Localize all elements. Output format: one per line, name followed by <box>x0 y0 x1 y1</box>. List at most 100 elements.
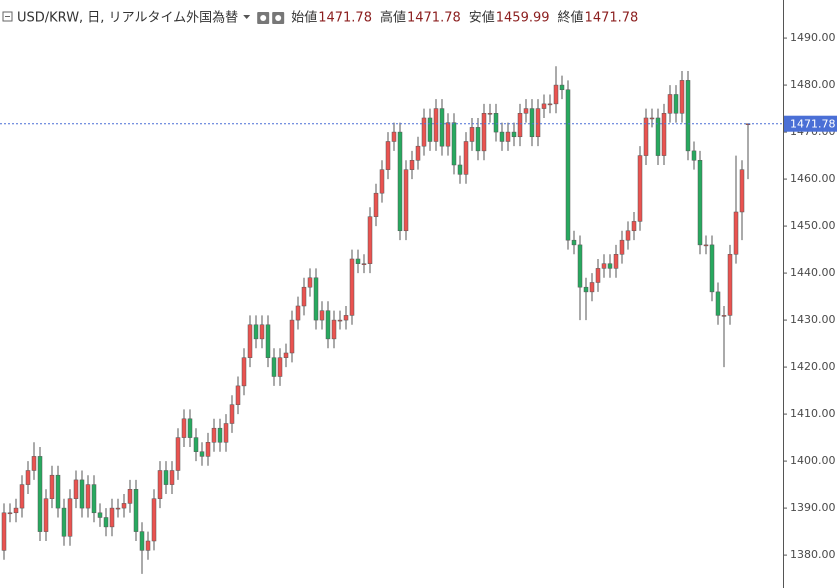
y-tick-label: 1430.00 <box>790 313 836 326</box>
candle-body <box>55 474 61 509</box>
candle-body <box>67 498 73 537</box>
ohlc-value: 1471.78 <box>585 11 639 26</box>
ohlc-value: 1471.78 <box>318 11 372 26</box>
candle-body <box>61 507 67 537</box>
dropdown-arrow[interactable] <box>243 15 251 19</box>
candle-body <box>499 131 505 142</box>
y-tick-label: 1410.00 <box>790 407 836 420</box>
candle-body <box>163 470 169 485</box>
candle-body <box>679 80 685 114</box>
candle-body <box>373 192 379 217</box>
candle-body <box>535 108 541 138</box>
candle-body <box>487 113 493 115</box>
ohlc-label: 安値 <box>469 10 495 26</box>
ohlc-label: 始値 <box>291 10 317 26</box>
candle-body <box>391 131 397 142</box>
candle-body <box>127 489 133 504</box>
candle-body <box>517 113 523 138</box>
candle-body <box>589 282 595 293</box>
candle-body <box>445 122 451 147</box>
candle-body <box>223 423 229 443</box>
candle-body <box>73 479 79 499</box>
candle-body <box>469 127 475 142</box>
candle-body <box>169 470 175 485</box>
candle-body <box>433 108 439 142</box>
candle-body <box>553 84 559 105</box>
candle-body <box>181 418 187 438</box>
candle-body <box>511 131 517 138</box>
candle-body <box>421 117 427 147</box>
y-tick-label: 1450.00 <box>790 219 836 232</box>
ohlc-label: 終値 <box>558 10 584 26</box>
collapse-icon[interactable] <box>2 11 13 22</box>
candle-body <box>385 141 391 170</box>
candle-body <box>337 319 343 322</box>
candle-body <box>97 512 103 518</box>
y-tick-label: 1420.00 <box>790 360 836 373</box>
candle-body <box>325 310 331 340</box>
candle-body <box>151 498 157 542</box>
candle-body <box>211 427 217 443</box>
candle-body <box>403 169 409 232</box>
candle-body <box>631 221 637 232</box>
candle-body <box>697 160 703 246</box>
candle-body <box>613 254 619 269</box>
candle-body <box>673 94 679 114</box>
candle-body <box>709 244 715 293</box>
candle-body <box>85 484 91 509</box>
candle-body <box>397 131 403 232</box>
candle-body <box>727 254 733 316</box>
y-tick-label: 1480.00 <box>790 78 836 91</box>
candle-body <box>49 474 55 499</box>
candle-body <box>529 108 535 138</box>
candle-body <box>133 489 139 532</box>
candle-body <box>481 113 487 152</box>
last-price-label: 1471.78 <box>790 118 836 131</box>
candle-body <box>295 305 301 321</box>
candle-body <box>319 310 325 321</box>
candle-body <box>313 277 319 321</box>
candle-body <box>571 239 577 246</box>
candle-body <box>541 103 547 109</box>
candle-body <box>415 145 421 161</box>
candle-body <box>241 357 247 387</box>
candle-body <box>733 211 739 255</box>
candle-body <box>25 470 31 485</box>
candle-body <box>721 315 727 317</box>
candle-body <box>265 324 271 358</box>
visibility-icon-dot <box>260 15 267 21</box>
candle-body <box>607 263 613 269</box>
candle-body <box>31 456 37 471</box>
candle-body <box>643 117 649 156</box>
candle-body <box>277 357 283 377</box>
candle-body <box>247 324 253 358</box>
ohlc-value: 1471.78 <box>407 11 461 26</box>
candle-body <box>523 108 529 114</box>
candle-body <box>7 512 13 515</box>
candle-body <box>271 357 277 377</box>
candle-body <box>253 324 259 340</box>
candle-body <box>109 507 115 528</box>
candle-body <box>235 385 241 405</box>
ohlc-label: 高値 <box>380 10 406 26</box>
candle-body <box>145 540 151 551</box>
candle-body <box>259 324 265 340</box>
y-tick-label: 1490.00 <box>790 31 836 44</box>
candle-body <box>307 277 313 288</box>
candle-body <box>559 84 565 91</box>
candle-body <box>199 451 205 457</box>
candle-body <box>601 263 607 269</box>
candle-body <box>121 503 127 509</box>
candle-body <box>217 427 223 443</box>
last-price-box <box>784 115 837 132</box>
symbol-title: USD/KRW, 日, リアルタイム外国為替 <box>17 10 238 26</box>
candle-body <box>685 80 691 152</box>
candle-body <box>13 507 19 514</box>
y-tick-label: 1390.00 <box>790 501 836 514</box>
candle-body <box>19 484 25 509</box>
candle-body <box>583 286 589 293</box>
candle-body <box>703 244 709 247</box>
